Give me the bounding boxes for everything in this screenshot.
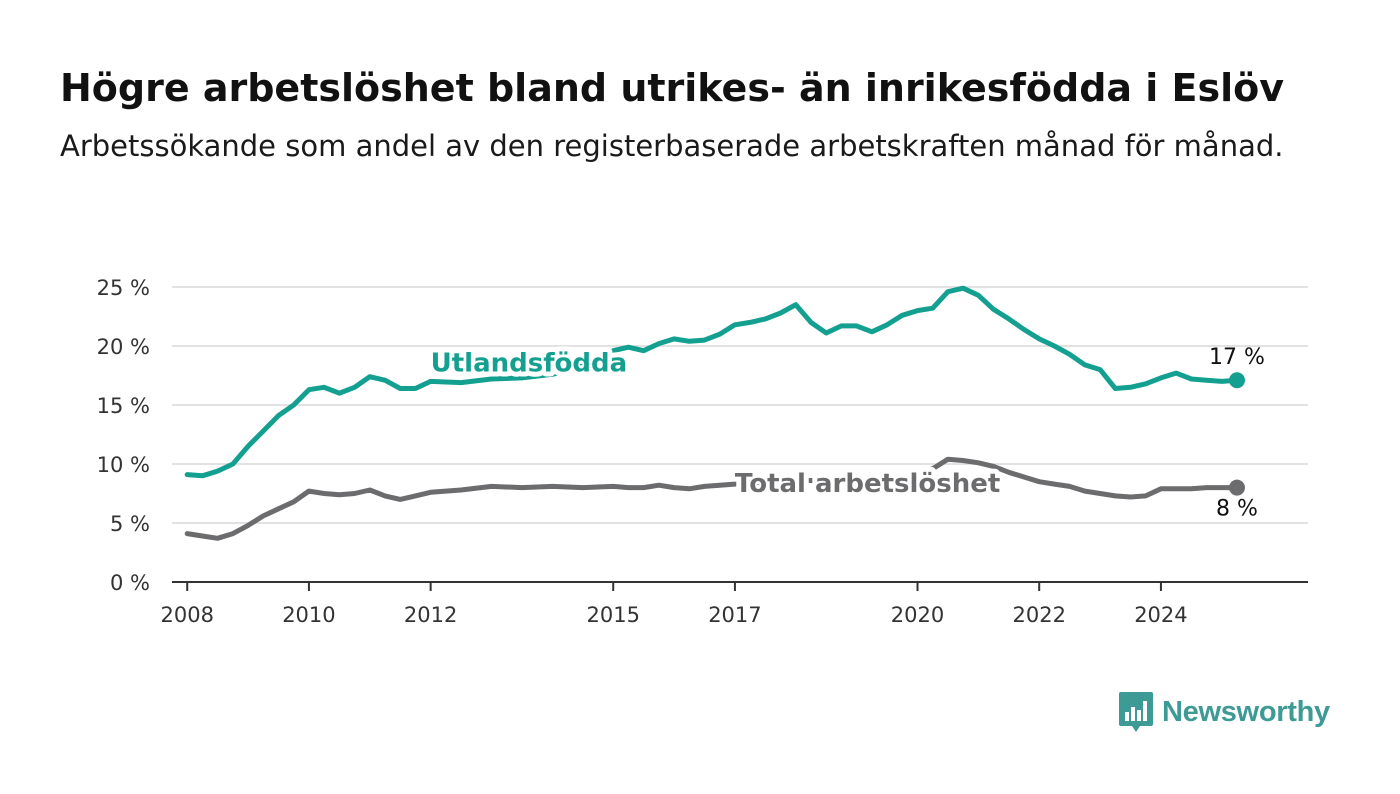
gridlines: [172, 286, 1308, 524]
series-label-utlandsfodda: Utlandsfödda: [431, 348, 628, 378]
y-tick-label: 15 %: [97, 394, 150, 418]
series-label-halo: Total arbetslöshet: [735, 469, 1000, 499]
x-tick-label: 2008: [160, 603, 213, 627]
x-axis: 2008 2010 2012 2015 2017 2020 2022 2024: [160, 581, 1308, 627]
chart-subtitle: Arbetssökande som andel av den registerb…: [60, 129, 1284, 163]
series-lines: [184, 285, 1245, 541]
series-end-marker: [1229, 372, 1245, 389]
chart-title: Högre arbetslöshet bland utrikes- än inr…: [60, 66, 1284, 110]
x-tick-label: 2022: [1012, 603, 1065, 627]
series-line-utlandsfodda: [184, 285, 1240, 479]
series-line-total-arbetsloshet: [184, 456, 1240, 541]
series-end-label: 8 %: [1216, 497, 1258, 522]
x-tick-label: 2024: [1134, 603, 1187, 627]
y-tick-label: 0 %: [110, 571, 150, 595]
y-axis-ticks: 0 % 5 % 10 % 15 % 20 % 25 %: [97, 276, 150, 595]
x-tick-label: 2017: [708, 603, 761, 627]
series-label-total-arbetsloshet: Total arbetslöshet: [735, 469, 1000, 499]
y-tick-label: 25 %: [97, 276, 150, 300]
x-tick-label: 2020: [891, 603, 944, 627]
series-end-label: 17 %: [1209, 345, 1265, 370]
series-end-marker: [1229, 479, 1245, 496]
y-tick-label: 5 %: [110, 512, 150, 536]
y-tick-label: 10 %: [97, 453, 150, 477]
bar-chart-speech-bubble-icon: [1119, 692, 1153, 732]
brand-name: Newsworthy: [1162, 695, 1330, 728]
x-tick-label: 2012: [404, 603, 457, 627]
x-tick-label: 2015: [586, 603, 639, 627]
newsworthy-logo: Newsworthy: [1118, 690, 1330, 734]
x-tick-label: 2010: [282, 603, 335, 627]
y-tick-label: 20 %: [97, 335, 150, 359]
series-label-halo: Utlandsfödda: [431, 348, 628, 378]
